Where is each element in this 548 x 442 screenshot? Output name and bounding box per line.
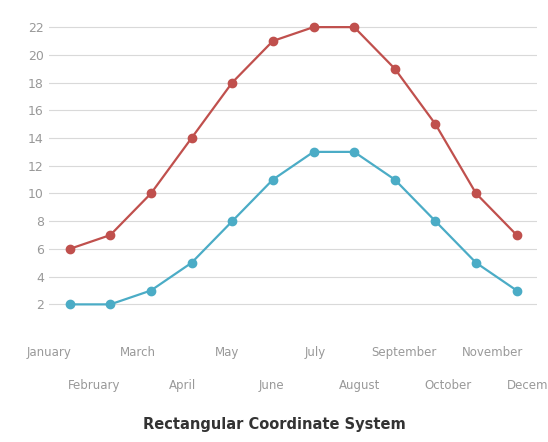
Text: September: September <box>372 346 437 359</box>
Text: May: May <box>214 346 239 359</box>
Text: April: April <box>169 379 196 392</box>
Text: February: February <box>67 379 120 392</box>
Text: November: November <box>462 346 523 359</box>
Text: January: January <box>27 346 72 359</box>
Text: June: June <box>258 379 284 392</box>
Text: March: March <box>120 346 156 359</box>
Text: October: October <box>425 379 472 392</box>
Text: December: December <box>506 379 548 392</box>
Text: August: August <box>339 379 380 392</box>
Text: July: July <box>305 346 326 359</box>
Text: Rectangular Coordinate System: Rectangular Coordinate System <box>142 417 406 432</box>
